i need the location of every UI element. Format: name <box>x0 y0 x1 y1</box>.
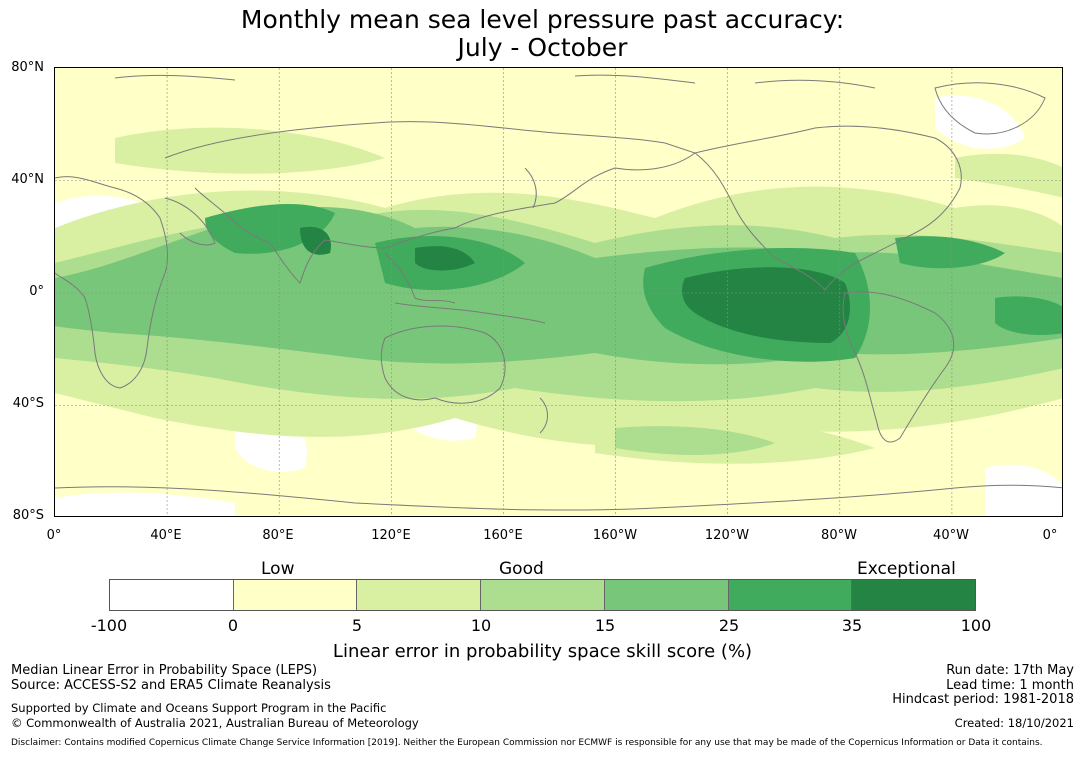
coastline-se-asia <box>384 252 456 304</box>
skill-region-light <box>955 153 1062 198</box>
footer-leps: Median Linear Error in Probability Space… <box>11 663 318 678</box>
footer-support: Supported by Climate and Oceans Support … <box>11 701 387 715</box>
lon-tick-0-right: 0° <box>1042 528 1058 543</box>
lon-tick-0-left: 0° <box>46 528 62 543</box>
lat-tick-80n: 80°N <box>11 60 44 75</box>
lat-tick-80s: 80°S <box>12 508 44 523</box>
lon-tick-160w: 160°W <box>592 528 638 543</box>
map-svg <box>55 68 1062 516</box>
coastline-south-america <box>842 291 955 443</box>
lat-tick-40n: 40°N <box>11 172 44 187</box>
skill-region-white <box>985 464 1062 516</box>
lon-tick-80w: 80°W <box>821 528 857 543</box>
coastline-arctic <box>114 74 876 89</box>
coastline-arabia <box>164 197 216 246</box>
coastline-new-zealand <box>539 397 548 434</box>
skill-region-darkest <box>300 226 331 255</box>
colorbar-label-low: Low <box>261 559 295 579</box>
coastline-africa <box>55 176 168 389</box>
footer-lead-time: Lead time: 1 month <box>946 678 1074 693</box>
skill-map <box>54 67 1063 517</box>
coastline-japan <box>524 167 537 209</box>
skill-region-medium <box>615 426 775 455</box>
footer-hindcast: Hindcast period: 1981-2018 <box>892 692 1074 707</box>
skill-region-darker <box>995 296 1062 335</box>
title-line-1: Monthly mean sea level pressure past acc… <box>240 5 845 34</box>
colorbar-tick: 0 <box>227 616 239 635</box>
chart-title: Monthly mean sea level pressure past acc… <box>0 6 1085 62</box>
lat-tick-0: 0° <box>29 284 44 299</box>
skill-region-darkest <box>415 246 475 271</box>
footer-created: Created: 18/10/2021 <box>954 716 1074 730</box>
colorbar-tick: 35 <box>841 616 863 635</box>
lon-tick-120w: 120°W <box>704 528 750 543</box>
coastline-indonesia <box>394 302 546 324</box>
disclaimer: Disclaimer: Contains modified Copernicus… <box>11 738 1043 748</box>
colorbar-segment <box>357 580 482 610</box>
footer-copyright: © Commonwealth of Australia 2021, Austra… <box>11 716 419 730</box>
coastline-antarctica <box>55 484 1062 511</box>
skill-region-darkest <box>682 267 850 343</box>
colorbar-segment <box>481 580 605 610</box>
colorbar-tick: 100 <box>960 616 992 635</box>
coastline-australia <box>380 325 506 404</box>
skill-region-light <box>115 127 385 174</box>
colorbar-tick: 5 <box>351 616 363 635</box>
title-line-2: July - October <box>457 33 628 62</box>
footer-source: Source: ACCESS-S2 and ERA5 Climate Reana… <box>11 678 331 693</box>
lon-tick-40e: 40°E <box>150 528 182 543</box>
graticule <box>55 68 1062 516</box>
colorbar-segment <box>604 580 729 610</box>
skill-field <box>55 95 1062 516</box>
colorbar-label-exceptional: Exceptional <box>857 559 956 579</box>
colorbar-label-good: Good <box>499 559 544 579</box>
skill-region-darker <box>895 236 1005 269</box>
coastlines <box>55 74 1062 511</box>
lon-tick-80e: 80°E <box>262 528 294 543</box>
coastline-north-america <box>694 125 962 291</box>
colorbar-tick: 15 <box>594 616 616 635</box>
coastline-asia <box>164 121 697 284</box>
colorbar-segment <box>233 580 358 610</box>
skill-region-white <box>55 492 235 516</box>
colorbar-title: Linear error in probability space skill … <box>332 641 753 662</box>
colorbar-segment <box>728 580 853 610</box>
lat-tick-40s: 40°S <box>12 396 44 411</box>
colorbar-tick: -100 <box>90 616 128 635</box>
lon-tick-40w: 40°W <box>933 528 969 543</box>
colorbar-segment <box>852 580 976 610</box>
lon-tick-120e: 120°E <box>371 528 411 543</box>
lon-tick-160e: 160°E <box>483 528 523 543</box>
colorbar <box>109 579 976 611</box>
skill-region-white <box>935 95 1025 149</box>
footer-run-date: Run date: 17th May <box>946 663 1074 678</box>
colorbar-segment <box>110 580 234 610</box>
colorbar-tick: 10 <box>470 616 492 635</box>
colorbar-tick: 25 <box>718 616 740 635</box>
